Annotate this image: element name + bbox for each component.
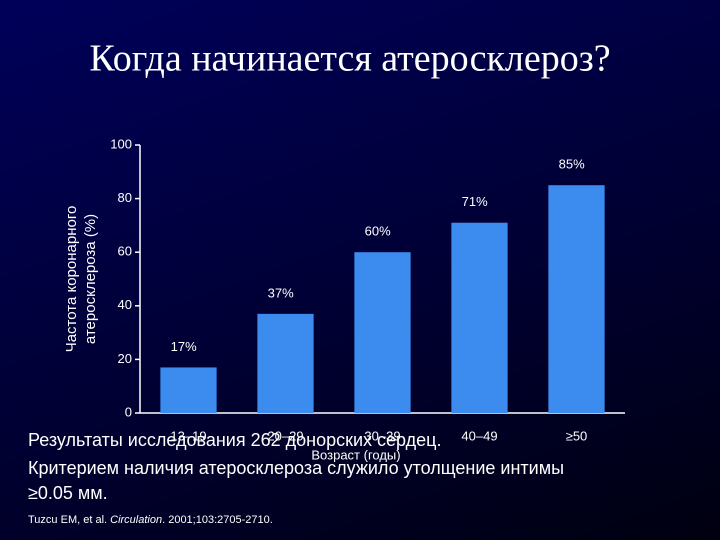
bar (548, 185, 605, 413)
bar (354, 252, 411, 413)
y-tick-label: 20 (118, 351, 132, 366)
value-label: 71% (462, 194, 488, 209)
value-label: 85% (559, 157, 585, 172)
y-axis-label: Частота коронарного (63, 206, 80, 353)
note: Критерием наличия атеросклероза служило … (28, 458, 565, 478)
value-label: 17% (171, 339, 197, 354)
bar (160, 367, 217, 413)
x-tick-label: 20–29 (267, 428, 303, 443)
x-tick-label: ≥50 (566, 428, 588, 443)
citation-text: Tuzcu EM, et al. (28, 514, 111, 526)
y-tick-label: 40 (118, 297, 132, 312)
x-tick-label: 40–49 (461, 428, 497, 443)
value-label: 60% (365, 224, 391, 239)
y-axis-label: атеросклероза (%) (82, 214, 99, 344)
y-tick-label: 100 (110, 136, 132, 151)
value-label: 37% (268, 285, 294, 300)
y-tick-label: 80 (118, 190, 132, 205)
x-axis-label: Возраст (годы) (311, 447, 400, 462)
x-tick-label: 30–39 (364, 428, 400, 443)
x-tick-label: 13–19 (170, 428, 206, 443)
citation: Tuzcu EM, et al. Circulation. 2001;103:2… (28, 514, 273, 526)
y-tick-label: 60 (118, 244, 132, 259)
note: Результаты исследования 262 донорских се… (28, 430, 442, 450)
citation-text: . 2001;103:2705-2710. (162, 514, 273, 526)
y-tick-label: 0 (125, 404, 132, 419)
chart-title: Когда начинается атеросклероз? (89, 38, 610, 80)
bar (257, 313, 314, 413)
bar (451, 222, 508, 413)
citation-journal: Circulation (110, 514, 163, 526)
note: ≥0.05 мм. (28, 483, 108, 503)
